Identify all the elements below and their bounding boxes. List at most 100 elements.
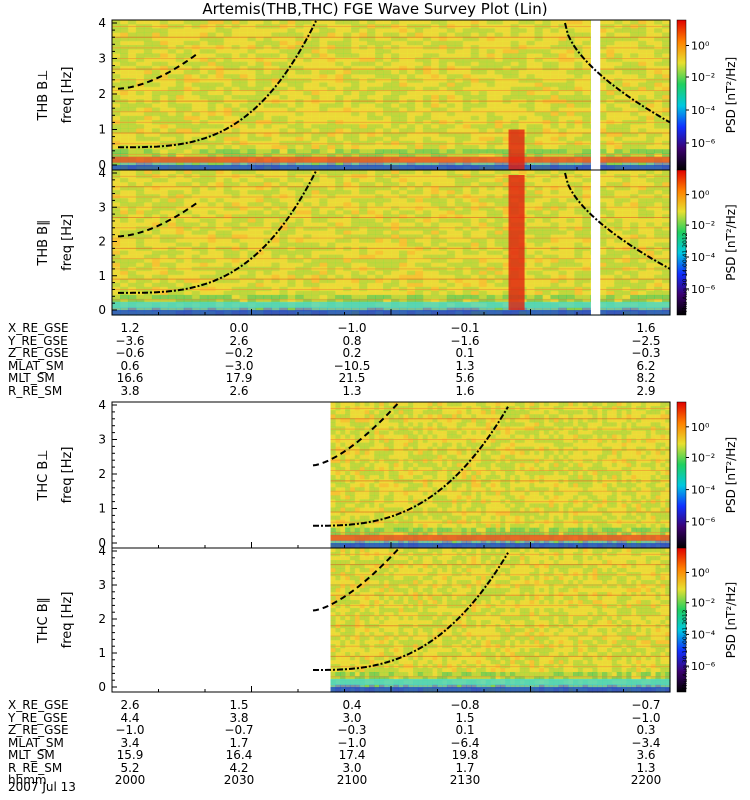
- psd-cell: [638, 95, 647, 100]
- psd-cell: [430, 178, 440, 183]
- psd-cell: [271, 178, 280, 183]
- psd-cell: [247, 178, 257, 183]
- psd-cell: [367, 128, 376, 134]
- psd-cell: [159, 74, 169, 79]
- psd-cell: [438, 250, 448, 256]
- psd-cell: [271, 103, 280, 109]
- psd-cell: [430, 53, 440, 59]
- psd-cell: [231, 306, 241, 312]
- psd-cell: [582, 32, 591, 38]
- psd-cell: [375, 115, 384, 121]
- psd-cell: [247, 230, 257, 235]
- psd-cell: [191, 182, 201, 187]
- psd-cell: [383, 128, 392, 134]
- psd-cell: [112, 40, 121, 46]
- psd-cell: [550, 40, 559, 46]
- psd-cell: [622, 242, 631, 248]
- psd-cell: [159, 306, 169, 312]
- psd-cell: [534, 128, 544, 134]
- psd-cell: [462, 242, 472, 248]
- psd-cell: [526, 49, 536, 54]
- psd-cell: [191, 90, 201, 96]
- psd-cell: [454, 107, 464, 113]
- psd-cell: [630, 182, 639, 187]
- psd-cell: [287, 36, 296, 42]
- psd-cell: [550, 53, 559, 59]
- psd-cell: [622, 124, 631, 129]
- psd-cell: [646, 82, 655, 88]
- psd-cell: [183, 234, 193, 239]
- psd-cell: [606, 107, 615, 113]
- psd-cell: [255, 36, 265, 42]
- psd-cell: [598, 206, 607, 211]
- psd-cell: [399, 218, 408, 223]
- psd-cell: [191, 270, 201, 276]
- psd-cell: [343, 82, 352, 88]
- psd-cell: [127, 82, 137, 88]
- psd-cell: [542, 210, 552, 215]
- psd-cell: [470, 274, 480, 280]
- psd-cell: [518, 115, 528, 121]
- psd-cell: [399, 107, 408, 113]
- psd-cell: [223, 186, 233, 191]
- psd-cell: [422, 226, 432, 231]
- psd-cell: [311, 128, 320, 134]
- psd-cell: [582, 153, 591, 159]
- psd-cell: [135, 70, 145, 75]
- psd-cell: [550, 78, 559, 84]
- psd-cell: [167, 49, 177, 54]
- psd-cell: [207, 282, 217, 288]
- psd-cell: [582, 128, 591, 134]
- psd-cell: [295, 298, 304, 304]
- psd-cell: [454, 32, 464, 38]
- psd-cell: [143, 49, 153, 54]
- psd-cell: [630, 170, 639, 175]
- psd-cell: [343, 258, 352, 264]
- psd-cell: [112, 178, 121, 183]
- psd-cell: [399, 294, 408, 300]
- psd-cell: [502, 70, 512, 75]
- psd-cell: [263, 136, 273, 142]
- psd-cell: [438, 90, 448, 96]
- psd-cell: [295, 190, 304, 195]
- psd-cell: [159, 82, 169, 88]
- psd-cell: [486, 278, 496, 284]
- psd-cell: [143, 145, 153, 150]
- psd-cell: [231, 115, 241, 121]
- psd-cell: [438, 65, 448, 71]
- psd-cell: [399, 28, 408, 34]
- psd-cell: [295, 234, 304, 239]
- psd-cell: [406, 250, 416, 256]
- psd-cell: [494, 65, 504, 71]
- psd-cell: [279, 149, 288, 154]
- psd-cell: [622, 153, 631, 159]
- psd-cell: [614, 230, 623, 235]
- psd-cell: [582, 218, 591, 223]
- psd-cell: [654, 95, 663, 100]
- psd-cell: [406, 190, 416, 195]
- psd-cell: [167, 70, 177, 75]
- psd-cell: [470, 258, 480, 264]
- psd-cell: [151, 294, 161, 300]
- psd-cell: [494, 274, 504, 280]
- psd-cell: [470, 61, 480, 67]
- psd-cell: [606, 36, 615, 42]
- psd-cell: [550, 90, 559, 96]
- psd-cell: [120, 186, 129, 191]
- psd-cell: [598, 262, 607, 268]
- psd-cell: [120, 202, 129, 207]
- psd-cell: [582, 149, 591, 154]
- psd-cell: [159, 90, 169, 96]
- psd-cell: [654, 111, 663, 117]
- psd-cell: [606, 294, 615, 300]
- psd-cell: [319, 222, 328, 227]
- psd-cell: [558, 182, 567, 187]
- psd-cell: [654, 132, 663, 138]
- psd-cell: [414, 161, 424, 167]
- psd-cell: [502, 294, 512, 300]
- psd-cell: [510, 90, 520, 96]
- psd-cell: [558, 186, 567, 191]
- psd-cell: [319, 206, 328, 211]
- psd-cell: [167, 128, 177, 134]
- psd-cell: [470, 198, 480, 203]
